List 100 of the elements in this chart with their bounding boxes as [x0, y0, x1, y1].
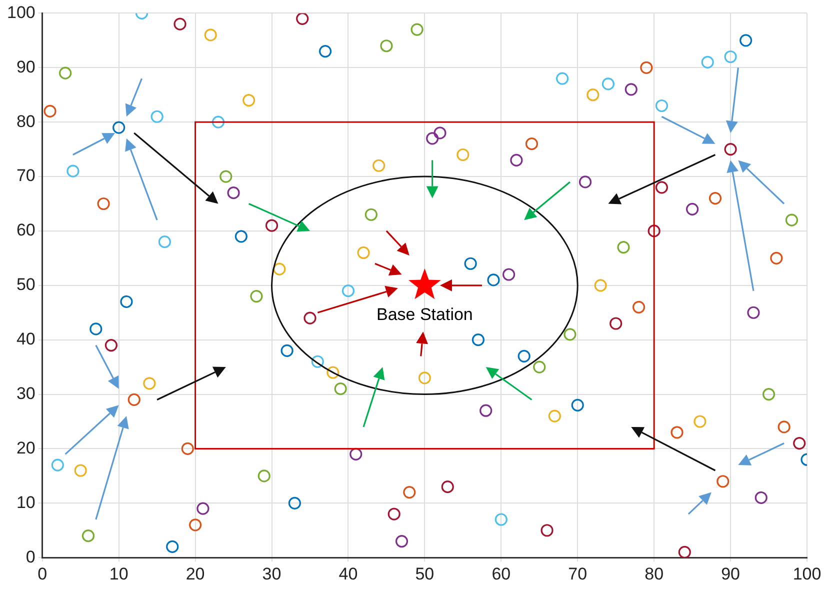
point [166, 540, 179, 554]
point [311, 355, 324, 368]
point [265, 219, 278, 232]
point [350, 448, 362, 460]
point [533, 360, 546, 374]
x-tick-label: 20 [186, 564, 205, 584]
point [785, 214, 798, 226]
point [273, 262, 286, 276]
point [388, 508, 400, 520]
point [234, 230, 248, 243]
point [778, 420, 790, 434]
point [578, 176, 592, 188]
point [288, 496, 301, 510]
x-tick-label: 0 [38, 564, 48, 584]
x-tick-label: 90 [721, 564, 740, 584]
point [540, 524, 554, 537]
point [502, 268, 516, 281]
point [395, 534, 408, 548]
x-tick-label: 80 [644, 564, 664, 584]
point [372, 159, 386, 172]
point [518, 350, 530, 362]
y-tick-label: 90 [16, 57, 36, 76]
point [740, 34, 752, 47]
y-tick-label: 20 [16, 438, 36, 458]
point [610, 317, 622, 330]
point [174, 18, 186, 30]
point [318, 45, 332, 58]
point [44, 104, 56, 118]
point [434, 126, 446, 140]
point [464, 257, 477, 270]
point [143, 377, 156, 390]
point [456, 148, 470, 162]
point [410, 23, 424, 36]
point [694, 415, 706, 428]
point [227, 186, 240, 200]
x-tick-label: 40 [338, 564, 358, 584]
point [648, 224, 660, 238]
point [120, 295, 133, 308]
x-tick-label: 50 [415, 564, 434, 584]
point [181, 442, 194, 456]
point [296, 13, 309, 25]
y-tick-label: 80 [16, 112, 36, 131]
x-tick-label: 70 [568, 564, 588, 584]
y-tick-label: 100 [6, 2, 36, 22]
point [150, 110, 164, 123]
point [770, 252, 783, 264]
point [104, 338, 118, 352]
y-tick-label: 10 [16, 492, 36, 512]
point [754, 491, 768, 504]
y-tick-label: 60 [16, 220, 36, 240]
point [212, 116, 225, 128]
point [487, 274, 500, 286]
point [51, 458, 64, 472]
point [304, 312, 316, 324]
point [708, 192, 722, 205]
point [571, 398, 584, 412]
y-tick-label: 30 [16, 384, 36, 403]
point [220, 170, 232, 183]
point [564, 328, 576, 341]
point [510, 154, 523, 166]
point [82, 530, 95, 542]
point [441, 480, 454, 494]
point [602, 78, 614, 90]
point [670, 426, 684, 439]
x-tick-label: 10 [109, 564, 128, 584]
point [632, 300, 646, 314]
point [204, 28, 217, 42]
point [701, 56, 714, 68]
point [426, 132, 439, 145]
point [494, 513, 508, 526]
y-tick-label: 40 [16, 330, 36, 349]
point [326, 366, 340, 379]
point [724, 50, 737, 64]
point [74, 464, 87, 477]
point [112, 121, 126, 134]
point [128, 393, 140, 406]
point [480, 404, 492, 417]
point [188, 518, 202, 532]
point [364, 208, 378, 221]
point [617, 240, 630, 254]
point [66, 164, 80, 178]
point [59, 66, 72, 80]
y-tick-label: 70 [16, 166, 36, 186]
x-tick-label: 100 [792, 564, 822, 584]
point [586, 88, 600, 102]
point [472, 334, 485, 346]
point [678, 546, 691, 558]
point [90, 322, 102, 336]
point [250, 290, 263, 303]
point [525, 138, 538, 150]
point [686, 202, 699, 216]
point [594, 279, 607, 292]
point [724, 143, 737, 156]
series-label: Base Station [376, 305, 473, 324]
point [196, 502, 210, 515]
point [418, 372, 431, 384]
point [97, 197, 110, 210]
point [716, 475, 730, 488]
point [280, 344, 294, 358]
x-tick-label: 30 [262, 564, 282, 584]
